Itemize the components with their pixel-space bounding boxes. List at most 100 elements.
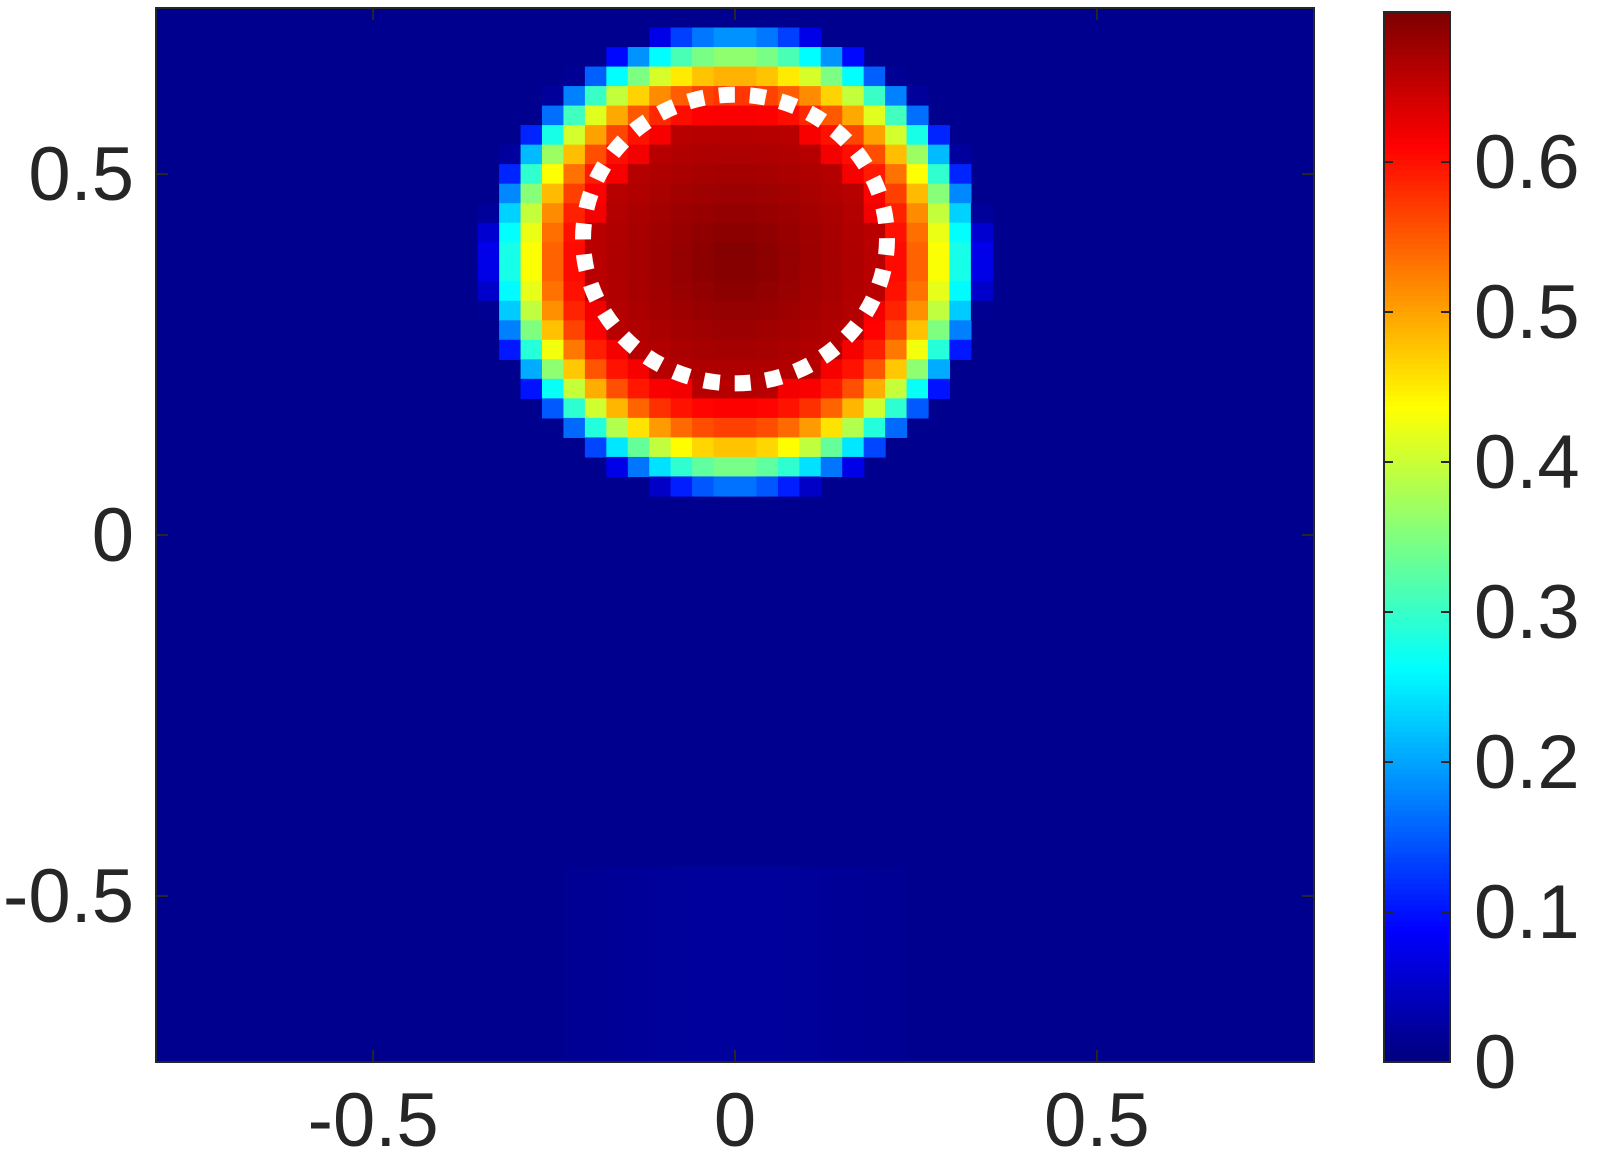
heatmap-cell	[713, 944, 736, 966]
heatmap-cell	[649, 125, 672, 146]
colorbar-segment	[1384, 552, 1450, 559]
heatmap-cell	[906, 125, 929, 146]
heatmap-cell	[606, 378, 629, 399]
colorbar-segment	[1384, 426, 1450, 433]
heatmap-cell	[756, 66, 779, 87]
heatmap-cell	[627, 944, 650, 966]
heatmap-cell	[563, 281, 586, 302]
heatmap-cell	[606, 222, 629, 243]
heatmap-cell	[756, 437, 779, 458]
colorbar-segment	[1384, 80, 1450, 87]
heatmap-cell	[692, 417, 715, 439]
colorbar-segment	[1384, 442, 1450, 449]
heatmap-cell	[713, 203, 736, 224]
heatmap-cell	[563, 125, 586, 146]
heatmap-cell	[713, 1042, 736, 1062]
colorbar-segment	[1384, 841, 1450, 848]
colorbar-segment	[1384, 358, 1450, 365]
heatmap-cell	[735, 1042, 758, 1062]
heatmap-cell	[799, 964, 822, 985]
heatmap-cell	[735, 944, 758, 966]
heatmap-cell	[799, 320, 822, 341]
heatmap-cell	[584, 339, 607, 360]
heatmap-cell	[692, 437, 715, 458]
heatmap-cell	[584, 378, 607, 399]
heatmap-cell	[885, 983, 908, 1005]
heatmap-cell	[670, 925, 693, 946]
y-tick-label: 0.5	[28, 132, 134, 217]
heatmap-cell	[885, 359, 908, 380]
colorbar-segment	[1384, 962, 1450, 969]
heatmap-cell	[928, 261, 951, 282]
colorbar-segment	[1384, 432, 1450, 439]
heatmap-cell	[520, 320, 543, 341]
heatmap-cell	[970, 242, 993, 263]
heatmap-cell	[606, 86, 629, 107]
heatmap-cell	[584, 983, 607, 1005]
heatmap-cell	[820, 144, 843, 165]
heatmap-cell	[627, 203, 650, 224]
colorbar-segment	[1384, 978, 1450, 985]
heatmap-cell	[799, 866, 822, 887]
heatmap-cell	[477, 300, 500, 321]
heatmap-cell	[863, 125, 886, 146]
heatmap-cell	[584, 86, 607, 107]
heatmap-cell	[735, 222, 758, 243]
colorbar-segment	[1384, 306, 1450, 313]
heatmap-cell	[735, 1022, 758, 1044]
heatmap-cell	[563, 183, 586, 204]
heatmap-cell	[713, 27, 736, 48]
heatmap-cell	[777, 27, 800, 48]
colorbar-segment	[1384, 211, 1450, 218]
heatmap-cell	[542, 339, 565, 360]
heatmap-cell	[777, 944, 800, 966]
colorbar-segment	[1384, 279, 1450, 286]
heatmap-cell	[713, 144, 736, 165]
colorbar-segment	[1384, 925, 1450, 932]
colorbar-segment	[1384, 153, 1450, 160]
heatmap-cell	[735, 261, 758, 282]
colorbar-segment	[1384, 799, 1450, 806]
heatmap-cell	[756, 905, 779, 926]
colorbar-segment	[1384, 243, 1450, 250]
heatmap-cell	[842, 66, 865, 87]
heatmap-cell	[970, 203, 993, 224]
heatmap-cell	[756, 144, 779, 165]
heatmap-cell	[606, 203, 629, 224]
heatmap-cell	[713, 417, 736, 439]
colorbar-segment	[1384, 689, 1450, 696]
heatmap-cell	[649, 964, 672, 985]
y-tick-label: 0	[92, 493, 134, 578]
heatmap-cell	[584, 944, 607, 966]
heatmap-cell	[756, 866, 779, 887]
colorbar-segment	[1384, 101, 1450, 108]
colorbar-segment	[1384, 547, 1450, 554]
heatmap-cell	[542, 125, 565, 146]
colorbar-segment	[1384, 416, 1450, 423]
heatmap-cell	[777, 242, 800, 263]
colorbar-segment	[1384, 988, 1450, 995]
colorbar-ticks: 0 0.1 0.2 0.3 0.4 0.5 0.6	[1384, 120, 1580, 1105]
heatmap-cell	[627, 300, 650, 321]
heatmap-cell	[499, 242, 522, 263]
heatmap-cell	[885, 300, 908, 321]
heatmap-cell	[542, 261, 565, 282]
heatmap-cell	[820, 359, 843, 380]
heatmap-cell	[777, 456, 800, 478]
heatmap-cell	[713, 359, 736, 380]
heatmap-cell	[670, 183, 693, 204]
plot-area: -0.5 0 0.5 -0.5 0 0.5	[3, 7, 1315, 1160]
heatmap-cell	[584, 417, 607, 439]
heatmap-cell	[499, 300, 522, 321]
heatmap-cell	[627, 1022, 650, 1044]
heatmap-cell	[606, 242, 629, 263]
colorbar-segment	[1384, 531, 1450, 538]
heatmap-cell	[735, 105, 758, 126]
heatmap-cell	[820, 944, 843, 966]
heatmap-cell	[756, 300, 779, 321]
colorbar-segment	[1384, 600, 1450, 607]
colorbar-segment	[1384, 642, 1450, 649]
colorbar-segment	[1384, 458, 1450, 465]
heatmap-cell	[584, 886, 607, 907]
heatmap-cell	[542, 203, 565, 224]
